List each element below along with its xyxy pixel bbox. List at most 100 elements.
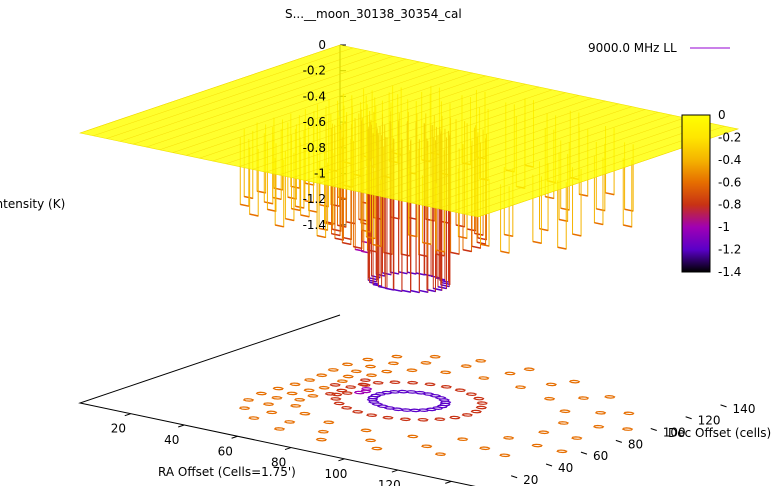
surface-gridline [172,64,433,153]
y-tick-mark [510,475,518,479]
contour-ring [387,361,400,366]
x-tick-mark [445,480,452,484]
contour-ring [434,417,446,422]
contour-ring [303,378,316,382]
dip-bottom [539,227,549,232]
dip-bottom [355,248,364,252]
y-tick-label: 140 [733,402,756,416]
dip-bottom [418,253,428,258]
dip-bottom [291,207,301,212]
y-tick-mark [580,451,588,455]
surface-gridline [398,112,659,201]
surface-gridline [106,50,367,139]
dip-bottom [367,249,377,253]
contour-ring [366,413,378,417]
contour-ring [594,410,607,415]
contour-ring [476,401,488,405]
contour-ring [289,382,301,387]
contour-ring [391,354,403,359]
y-tick-mark [615,439,623,443]
dip-bottom [372,243,382,248]
colorbar-tick-labels: 0 -0.2 -0.4 -0.6 -0.8 -1 -1.2 -1.4 [718,108,741,279]
contour-ring [568,379,581,384]
dip-bottom [458,235,468,239]
surface-gridline [225,75,486,164]
z-tick-label: -0.6 [303,115,326,129]
z-tick-label: -1 [314,167,326,181]
contour-ring [388,390,401,394]
dip-bottom [436,249,445,253]
dip-bottom [342,236,352,241]
z-tick-label: -0.8 [303,141,326,155]
contour-ring [352,409,364,414]
contour-ring [317,429,329,434]
dip-bottom [623,224,632,228]
contour-ring [329,383,341,387]
base-axes-lines [78,314,476,486]
colorbar-tick-label: -0.6 [718,175,741,189]
surface-gridline [199,70,460,159]
x-tick-label: 40 [164,433,179,447]
dip-bottom [369,281,379,285]
contour-ring [365,373,378,378]
dip-bottom [272,196,282,201]
contour-ring [559,409,571,414]
x-tick-label: 120 [378,478,401,486]
contour-ring [340,405,353,410]
contour-ring [479,446,491,451]
surface-gridline [385,109,646,198]
contour-ring [316,373,328,378]
contour-ring [514,385,527,390]
contour-ring [397,389,409,394]
contour-ring [400,408,412,412]
dip-bottom [318,227,328,231]
z-axis-label: Intensity (K) [0,197,65,211]
contour-ring [323,420,335,425]
surface-gridline [451,123,712,212]
contour-ring [406,390,418,394]
dip-bottom [426,288,436,293]
contour-ring [391,407,404,412]
x-axis-label: RA Offset (Cells=1.75') [158,465,296,479]
dip-bottom [331,232,341,237]
surface-gridline [318,95,579,184]
contour-ring [502,436,515,440]
surface-gridline [212,72,473,162]
contour-ring [307,394,319,398]
z-tick-label: -0.2 [303,64,326,78]
z-tick-label: -1.2 [303,192,326,206]
contour-ring [303,388,315,393]
dip-bottom [557,246,567,250]
x-tick-mark [124,413,131,417]
dip-bottom [300,214,310,218]
base-contours [238,354,635,458]
x-tick-mark [391,469,399,473]
contour-ring [294,397,306,402]
contour-ring [299,411,311,416]
colorbar-tick-label: -1 [718,220,730,234]
contour-ring [377,404,389,409]
contour-ring [336,379,349,383]
dip-bottom [337,224,347,228]
contour-ring [341,391,353,395]
dip-bottom [383,251,393,256]
y-tick-label: 120 [698,414,721,428]
surface-gridline [371,106,632,195]
surface-gridline [146,58,407,148]
contour-ring [371,446,383,451]
dip-bottom [393,288,403,293]
y-tick-mark [545,463,553,467]
surface-gridline [358,103,619,192]
contour-ring [389,380,401,385]
dip-bottom [579,193,588,197]
contour-ring [331,392,343,397]
y-tick-mark [720,404,727,408]
contour-ring [499,453,511,458]
contour-ring [372,380,384,385]
contour-ring [461,413,473,417]
dip-bottom [450,251,460,255]
contour-ring [333,401,345,406]
dip-bottom [408,234,418,238]
